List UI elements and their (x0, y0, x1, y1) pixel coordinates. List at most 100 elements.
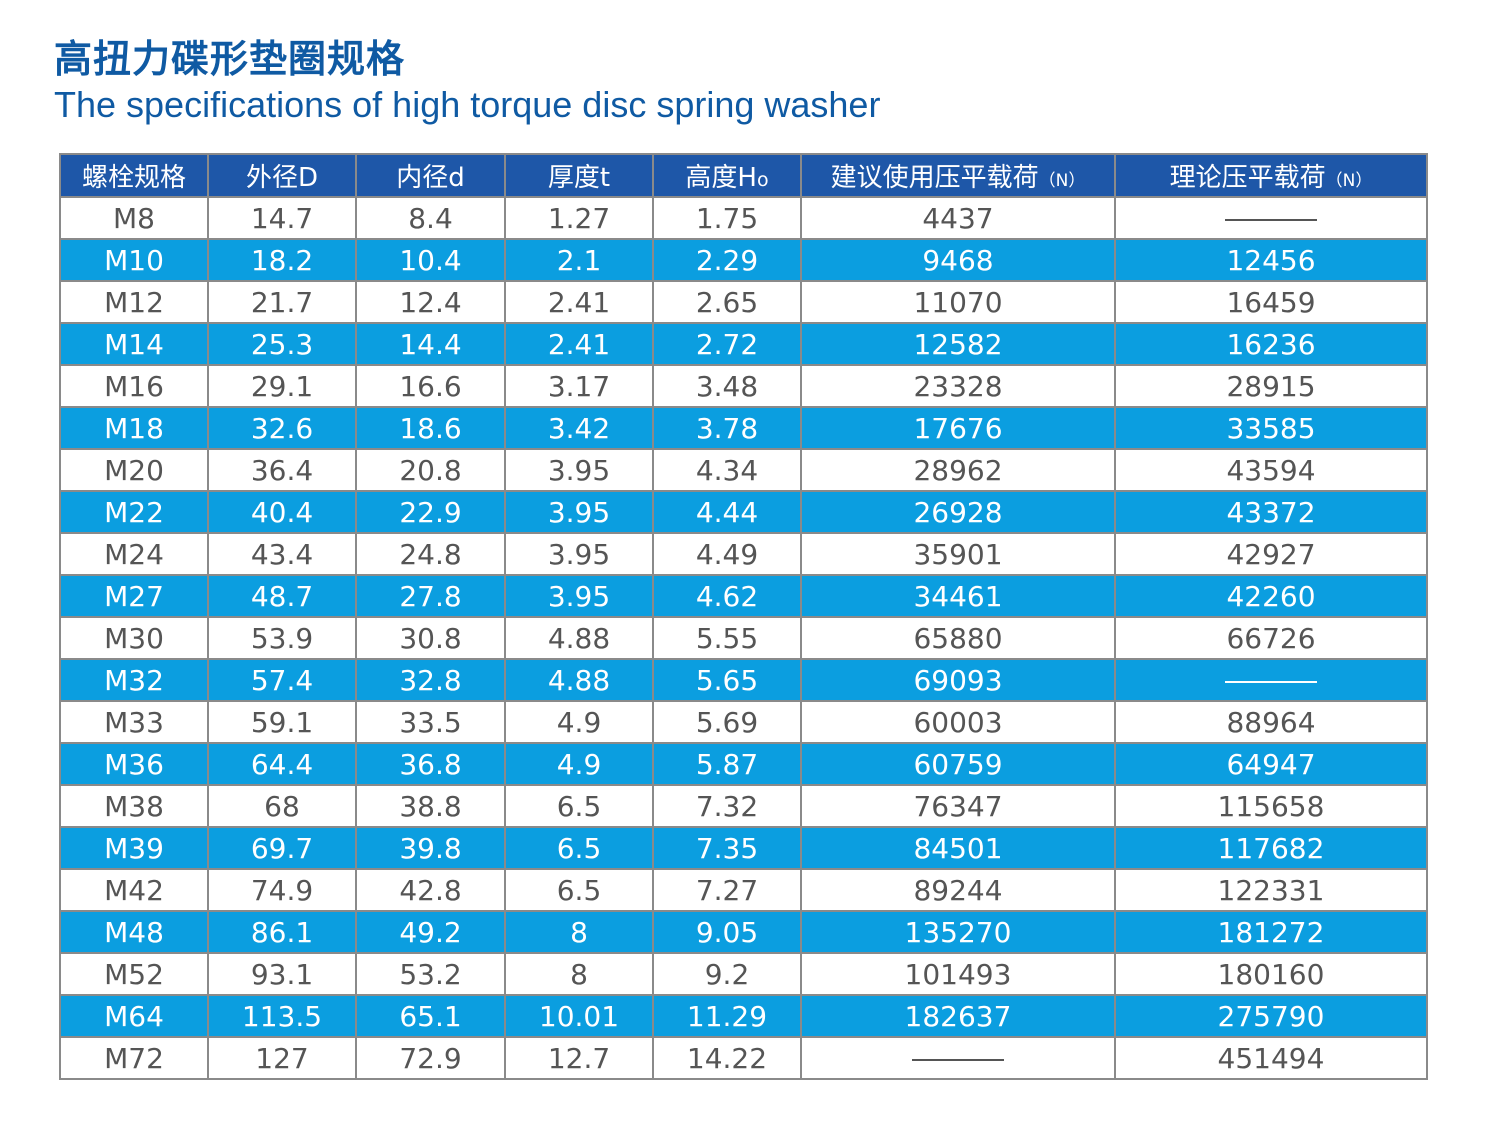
cell-outer-diameter: 25.3 (207, 322, 357, 366)
cell-outer-diameter: 29.1 (207, 364, 357, 408)
cell-bolt-size: M39 (59, 826, 209, 870)
cell-theoretical-load: 33585 (1114, 406, 1428, 450)
cell-inner-diameter: 53.2 (355, 952, 506, 996)
cell-theoretical-load: 16236 (1114, 322, 1428, 366)
table-row: M8 14.7 8.4 1.27 1.75 4437 (59, 196, 1428, 240)
cell-recommended-load: 182637 (800, 994, 1116, 1038)
cell-thickness: 2.41 (504, 322, 654, 366)
empty-dash (1225, 218, 1317, 221)
cell-outer-diameter: 53.9 (207, 616, 357, 660)
cell-thickness: 4.9 (504, 700, 654, 744)
cell-thickness: 10.01 (504, 994, 654, 1038)
table-row: M33 59.1 33.5 4.9 5.69 60003 88964 (59, 700, 1428, 744)
cell-height: 7.27 (652, 868, 802, 912)
cell-height: 4.49 (652, 532, 802, 576)
cell-inner-diameter: 14.4 (355, 322, 506, 366)
cell-theoretical-load: 66726 (1114, 616, 1428, 660)
cell-thickness: 8 (504, 952, 654, 996)
cell-bolt-size: M27 (59, 574, 209, 618)
cell-recommended-load: 12582 (800, 322, 1116, 366)
table-row: M20 36.4 20.8 3.95 4.34 28962 43594 (59, 448, 1428, 492)
cell-thickness: 3.95 (504, 490, 654, 534)
cell-height: 4.34 (652, 448, 802, 492)
spec-table: 螺栓规格 外径D 内径d 厚度t 高度Ho 建议使用压平载荷（N） 理论压平载荷… (59, 153, 1428, 1080)
cell-bolt-size: M22 (59, 490, 209, 534)
cell-height: 4.44 (652, 490, 802, 534)
cell-recommended-load: 34461 (800, 574, 1116, 618)
cell-inner-diameter: 12.4 (355, 280, 506, 324)
cell-thickness: 6.5 (504, 784, 654, 828)
table-body: M8 14.7 8.4 1.27 1.75 4437 M10 18.2 10.4 2.1 2.29 9… (59, 196, 1428, 1080)
table-row: M72 127 72.9 12.7 14.22 451494 (59, 1036, 1428, 1080)
cell-height: 5.65 (652, 658, 802, 702)
cell-theoretical-load: 181272 (1114, 910, 1428, 954)
cell-bolt-size: M33 (59, 700, 209, 744)
cell-thickness: 3.95 (504, 532, 654, 576)
cell-recommended-load (800, 1036, 1116, 1080)
cell-outer-diameter: 86.1 (207, 910, 357, 954)
table-row: M36 64.4 36.8 4.9 5.87 60759 64947 (59, 742, 1428, 786)
cell-height: 7.32 (652, 784, 802, 828)
cell-theoretical-load: 43372 (1114, 490, 1428, 534)
cell-thickness: 3.17 (504, 364, 654, 408)
cell-recommended-load: 35901 (800, 532, 1116, 576)
cell-recommended-load: 23328 (800, 364, 1116, 408)
cell-bolt-size: M20 (59, 448, 209, 492)
cell-thickness: 12.7 (504, 1036, 654, 1080)
cell-outer-diameter: 18.2 (207, 238, 357, 282)
cell-thickness: 2.1 (504, 238, 654, 282)
cell-inner-diameter: 49.2 (355, 910, 506, 954)
cell-height: 2.65 (652, 280, 802, 324)
header-outer-diameter: 外径D (207, 153, 357, 198)
cell-theoretical-load: 43594 (1114, 448, 1428, 492)
cell-outer-diameter: 68 (207, 784, 357, 828)
cell-theoretical-load: 117682 (1114, 826, 1428, 870)
cell-outer-diameter: 113.5 (207, 994, 357, 1038)
cell-recommended-load: 26928 (800, 490, 1116, 534)
header-inner-diameter: 内径d (355, 153, 506, 198)
table-row: M27 48.7 27.8 3.95 4.62 34461 42260 (59, 574, 1428, 618)
cell-bolt-size: M8 (59, 196, 209, 240)
header-theoretical-load: 理论压平载荷（N） (1114, 153, 1428, 198)
table-row: M30 53.9 30.8 4.88 5.55 65880 66726 (59, 616, 1428, 660)
cell-height: 14.22 (652, 1036, 802, 1080)
cell-inner-diameter: 27.8 (355, 574, 506, 618)
cell-thickness: 3.95 (504, 574, 654, 618)
table-row: M32 57.4 32.8 4.88 5.65 69093 (59, 658, 1428, 702)
cell-bolt-size: M38 (59, 784, 209, 828)
cell-theoretical-load: 42927 (1114, 532, 1428, 576)
cell-height: 5.69 (652, 700, 802, 744)
cell-thickness: 3.42 (504, 406, 654, 450)
table-row: M38 68 38.8 6.5 7.32 76347 115658 (59, 784, 1428, 828)
table-row: M64 113.5 65.1 10.01 11.29 182637 275790 (59, 994, 1428, 1038)
header-thickness: 厚度t (504, 153, 654, 198)
cell-recommended-load: 76347 (800, 784, 1116, 828)
cell-bolt-size: M64 (59, 994, 209, 1038)
cell-inner-diameter: 42.8 (355, 868, 506, 912)
cell-height: 9.2 (652, 952, 802, 996)
cell-theoretical-load: 115658 (1114, 784, 1428, 828)
cell-inner-diameter: 24.8 (355, 532, 506, 576)
cell-recommended-load: 28962 (800, 448, 1116, 492)
cell-outer-diameter: 43.4 (207, 532, 357, 576)
cell-thickness: 3.95 (504, 448, 654, 492)
cell-theoretical-load (1114, 658, 1428, 702)
cell-inner-diameter: 72.9 (355, 1036, 506, 1080)
cell-recommended-load: 84501 (800, 826, 1116, 870)
cell-outer-diameter: 93.1 (207, 952, 357, 996)
cell-outer-diameter: 36.4 (207, 448, 357, 492)
cell-theoretical-load: 122331 (1114, 868, 1428, 912)
cell-theoretical-load: 16459 (1114, 280, 1428, 324)
table-row: M48 86.1 49.2 8 9.05 135270 181272 (59, 910, 1428, 954)
cell-bolt-size: M12 (59, 280, 209, 324)
cell-recommended-load: 89244 (800, 868, 1116, 912)
header-bolt-size: 螺栓规格 (59, 153, 209, 198)
table-row: M52 93.1 53.2 8 9.2 101493 180160 (59, 952, 1428, 996)
cell-height: 2.72 (652, 322, 802, 366)
cell-bolt-size: M10 (59, 238, 209, 282)
cell-outer-diameter: 59.1 (207, 700, 357, 744)
cell-bolt-size: M24 (59, 532, 209, 576)
cell-bolt-size: M48 (59, 910, 209, 954)
cell-thickness: 1.27 (504, 196, 654, 240)
cell-theoretical-load: 42260 (1114, 574, 1428, 618)
